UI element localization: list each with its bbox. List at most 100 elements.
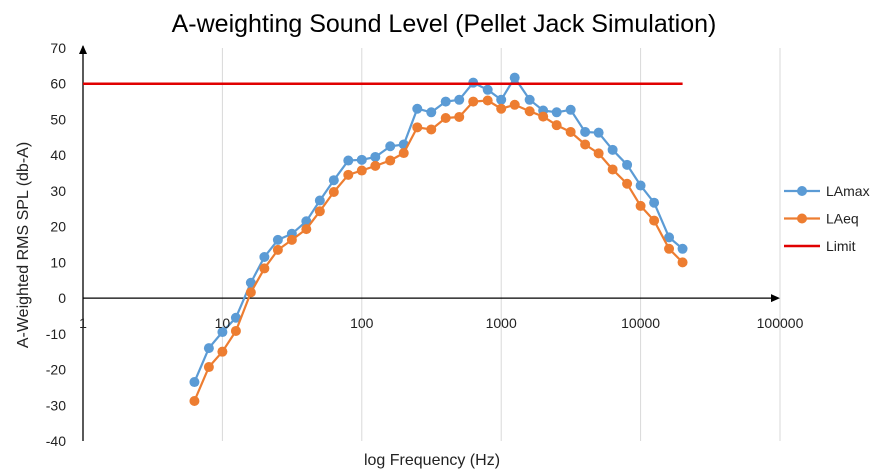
data-point-laeq (328, 186, 339, 197)
data-point-laeq (677, 257, 688, 268)
data-point-laeq (454, 111, 465, 122)
data-point-laeq (189, 395, 200, 406)
y-tick-label: 20 (50, 219, 66, 235)
data-point-lamax (245, 277, 256, 288)
data-point-lamax (664, 232, 675, 243)
data-point-laeq (482, 95, 493, 106)
y-tick-label: 70 (50, 40, 66, 56)
data-point-laeq (356, 165, 367, 176)
data-point-lamax (440, 96, 451, 107)
data-point-laeq (370, 160, 381, 171)
x-tick-label: 100000 (757, 315, 804, 331)
legend-label-lamax: LAmax (826, 183, 870, 199)
data-point-laeq (245, 287, 256, 298)
data-point-lamax (314, 195, 325, 206)
data-point-lamax (217, 327, 228, 338)
data-point-lamax (328, 175, 339, 186)
data-point-laeq (301, 224, 312, 235)
x-axis-title: log Frequency (Hz) (364, 452, 500, 469)
data-point-lamax (343, 155, 354, 166)
data-point-lamax (482, 84, 493, 95)
axes (79, 45, 780, 441)
data-point-lamax (622, 159, 633, 170)
data-point-laeq (343, 169, 354, 180)
chart-title: A-weighting Sound Level (Pellet Jack Sim… (171, 10, 717, 38)
data-point-laeq (259, 263, 270, 274)
data-point-laeq (635, 200, 646, 211)
data-point-laeq (607, 164, 618, 175)
data-point-lamax (385, 141, 396, 152)
data-point-lamax (356, 154, 367, 165)
data-point-lamax (370, 151, 381, 162)
y-tick-label: -20 (46, 362, 66, 378)
data-point-laeq (426, 124, 437, 135)
data-point-laeq (593, 148, 604, 159)
x-tick-label: 1000 (486, 315, 517, 331)
legend-label-limit: Limit (826, 238, 856, 254)
data-point-laeq (551, 120, 562, 131)
data-point-laeq (440, 113, 451, 124)
data-point-laeq (622, 178, 633, 189)
x-tick-label: 1 (79, 315, 87, 331)
y-tick-label: 30 (50, 183, 66, 199)
data-point-lamax (509, 72, 520, 83)
data-point-laeq (496, 103, 507, 114)
data-point-lamax (593, 127, 604, 138)
x-tick-label: 10000 (621, 315, 660, 331)
data-point-lamax (607, 144, 618, 155)
data-point-lamax (301, 216, 312, 227)
data-point-laeq (412, 122, 423, 133)
data-point-laeq (580, 139, 591, 150)
data-point-laeq (664, 243, 675, 254)
y-tick-label: 60 (50, 76, 66, 92)
data-point-lamax (259, 252, 270, 263)
data-point-lamax (412, 103, 423, 114)
y-tick-label: 10 (50, 254, 66, 270)
data-point-lamax (272, 234, 283, 245)
data-point-lamax (677, 243, 688, 254)
y-tick-label: 0 (58, 290, 66, 306)
data-point-lamax (580, 126, 591, 137)
data-point-laeq (230, 325, 241, 336)
data-point-lamax (426, 107, 437, 118)
tick-labels: -40 -30 -20 -10 0 10 20 30 40 50 60 70 1 10 100 1000 100… (46, 40, 804, 449)
data-point-laeq (398, 148, 409, 159)
data-point-laeq (286, 234, 297, 245)
legend-label-laeq: LAeq (826, 211, 859, 227)
legend-marker-lamax (797, 186, 807, 196)
data-point-laeq (217, 346, 228, 357)
y-tick-label: -40 (46, 433, 66, 449)
y-tick-label: 40 (50, 147, 66, 163)
x-tick-label: 10 (215, 315, 231, 331)
data-point-laeq (272, 244, 283, 255)
data-point-laeq (565, 126, 576, 137)
legend: LAmax LAeq Limit (784, 183, 870, 254)
data-point-laeq (203, 362, 214, 373)
y-tick-label: -10 (46, 326, 66, 342)
data-point-lamax (635, 180, 646, 191)
series-layer (83, 72, 688, 406)
data-point-laeq (524, 106, 535, 117)
y-axis-arrow (79, 45, 87, 54)
data-point-lamax (230, 312, 241, 323)
data-point-lamax (524, 94, 535, 105)
data-point-laeq (509, 99, 520, 110)
data-point-lamax (189, 377, 200, 388)
y-tick-label: 50 (50, 111, 66, 127)
data-point-lamax (649, 197, 660, 208)
data-point-laeq (385, 155, 396, 166)
data-point-lamax (454, 94, 465, 105)
data-point-lamax (565, 104, 576, 115)
data-point-laeq (314, 206, 325, 217)
y-axis-title: A-Weighted RMS SPL (db-A) (15, 142, 32, 348)
data-point-laeq (538, 111, 549, 122)
data-point-lamax (496, 94, 507, 105)
y-tick-label: -30 (46, 397, 66, 413)
x-tick-label: 100 (350, 315, 374, 331)
legend-marker-laeq (797, 213, 807, 224)
data-point-laeq (468, 96, 479, 107)
data-point-laeq (649, 215, 660, 226)
data-point-lamax (551, 107, 562, 118)
x-axis-arrow (771, 294, 780, 303)
